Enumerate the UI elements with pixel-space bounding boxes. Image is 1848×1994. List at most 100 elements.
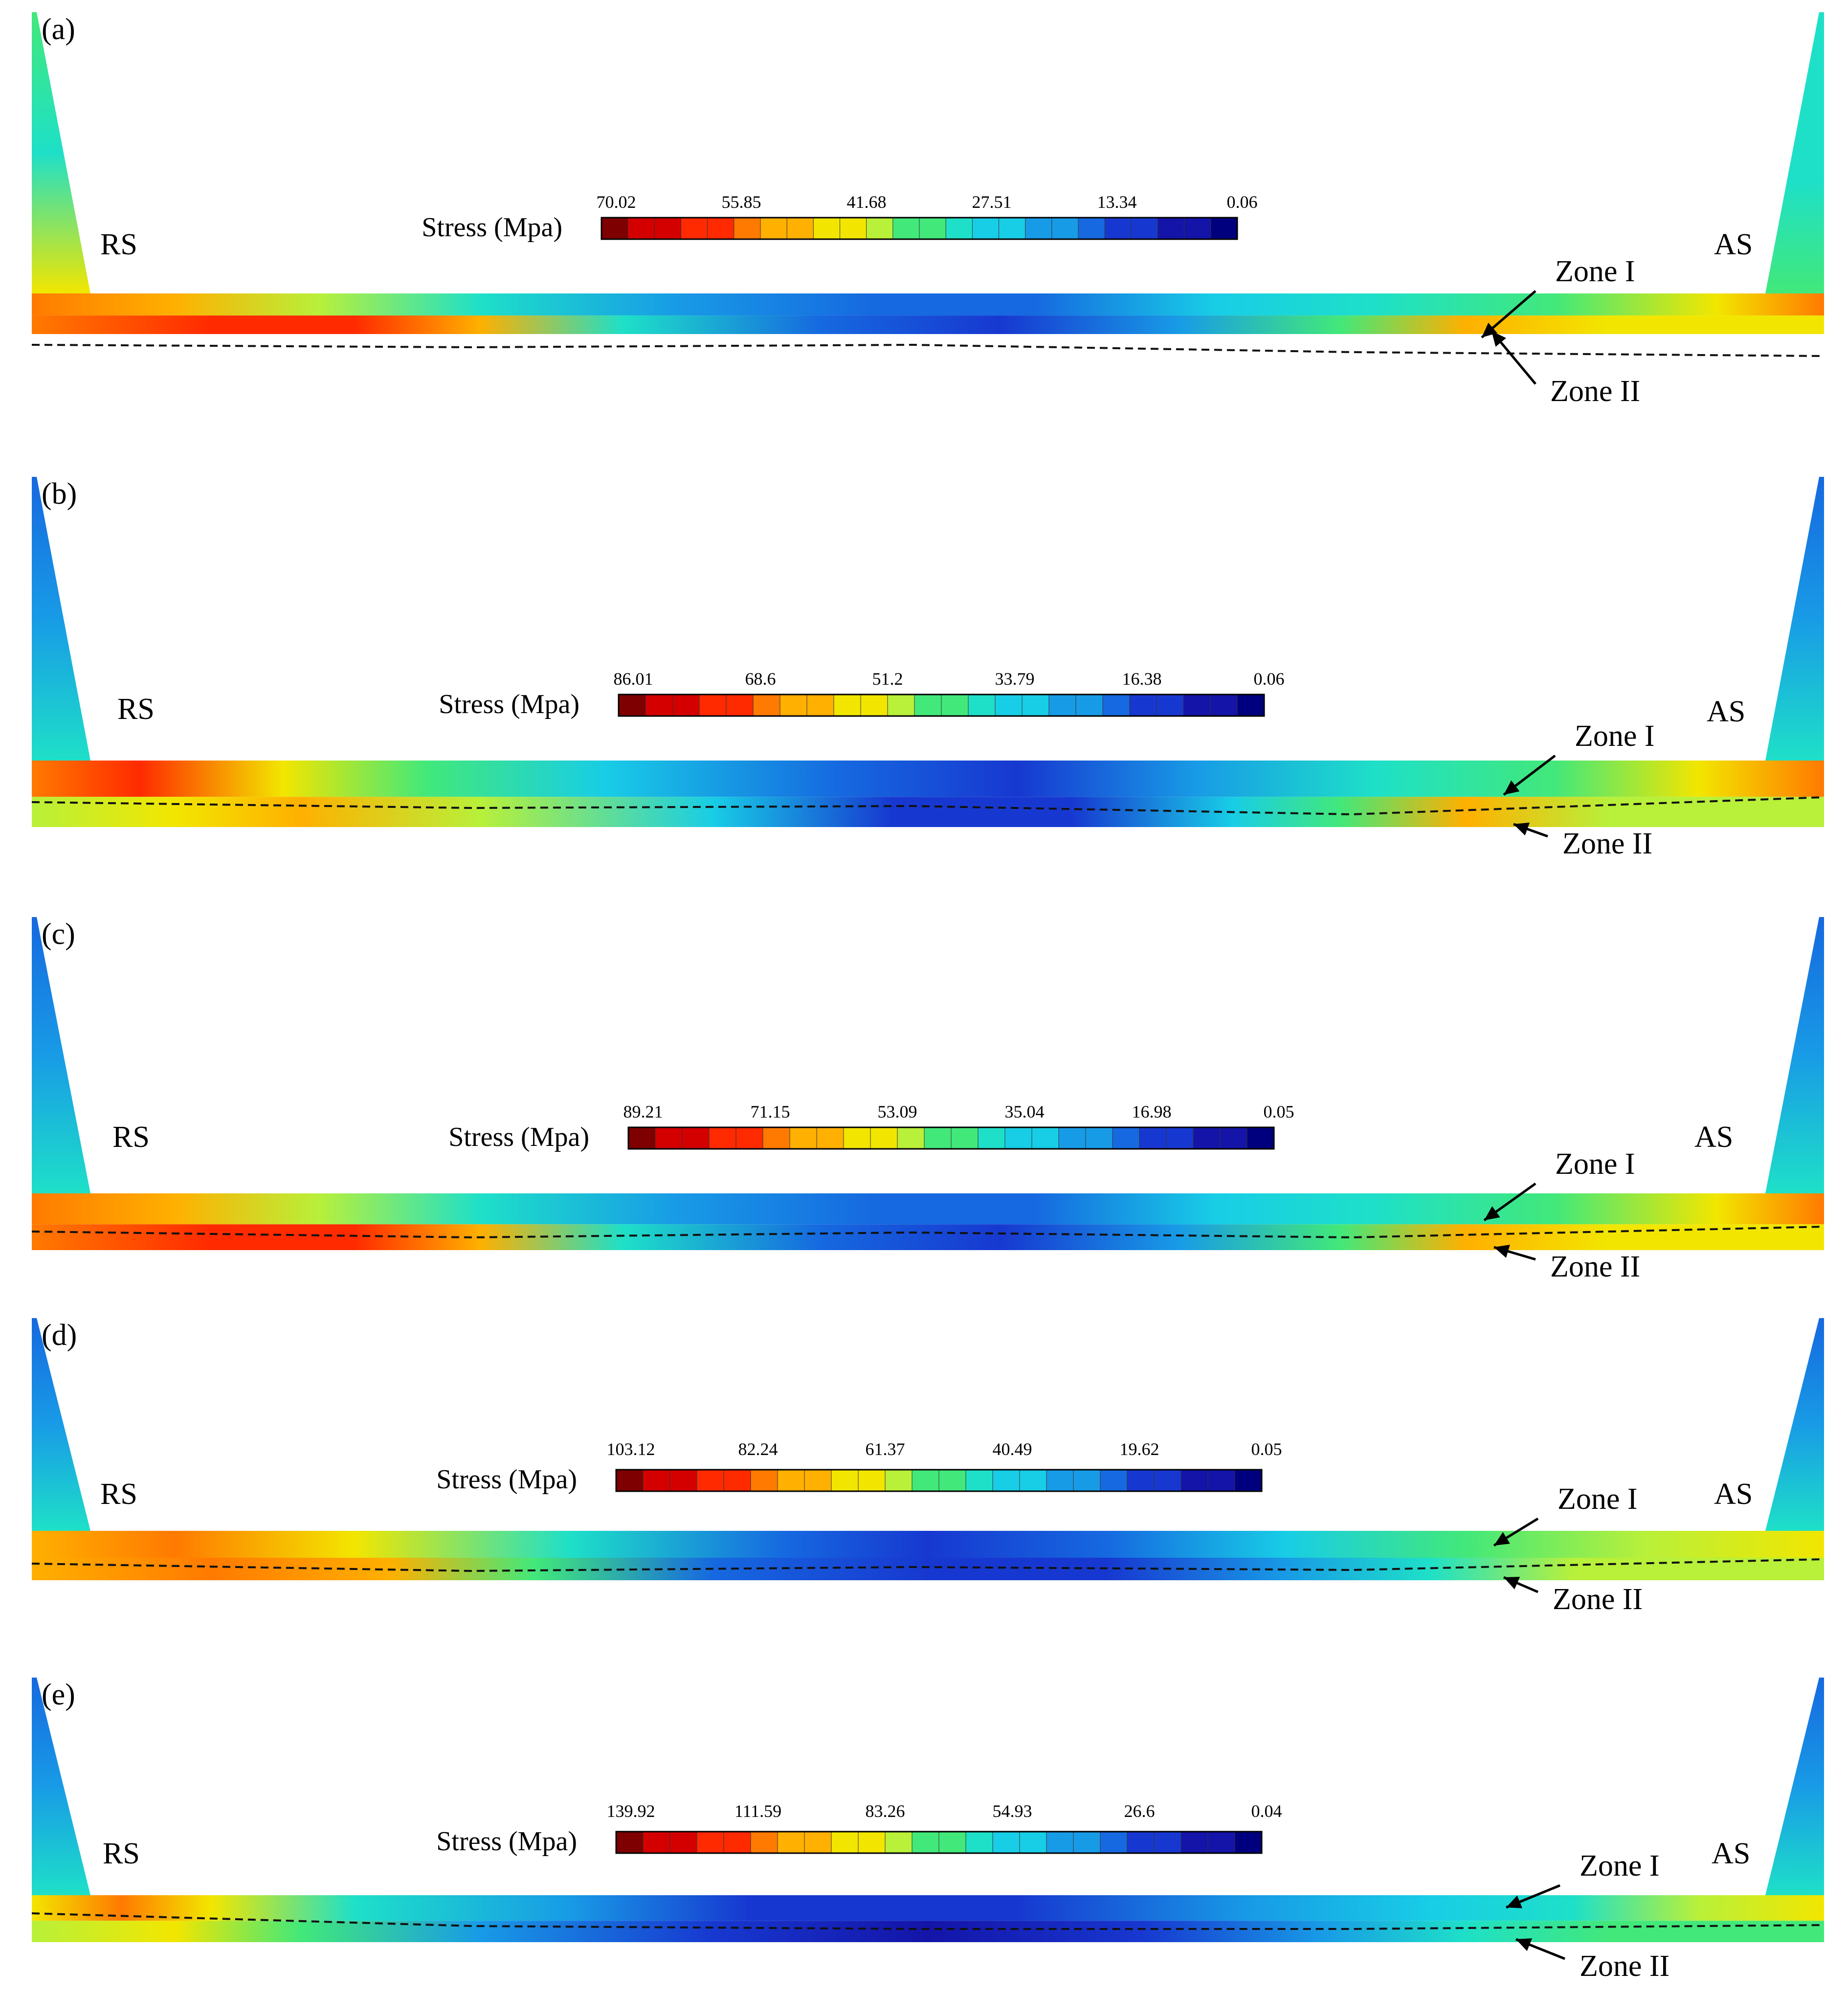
colorbar-tick-label: 13.34 [1097,192,1137,212]
left-wall-contour [32,477,90,761]
zone-i-arrowhead [1484,1206,1500,1220]
colorbar [618,694,1265,717]
colorbar-cell [1139,1127,1167,1149]
colorbar-cell [1046,1831,1074,1854]
left-wall-contour [32,1318,90,1531]
colorbar-cell [840,217,867,240]
right-wall-contour [1765,477,1824,761]
zone-ii-arrowhead [1514,822,1530,836]
colorbar-cell [1019,1469,1047,1492]
colorbar-tick-label: 27.51 [972,192,1012,212]
colorbar-cell [723,1831,751,1854]
colorbar-cell [858,1469,886,1492]
colorbar-frame [601,217,1238,240]
zone-ii-label: Zone II [1553,1583,1643,1616]
colorbar-tick-label: 83.26 [866,1801,905,1821]
colorbar-cell [672,694,700,717]
colorbar-cell [1207,1469,1235,1492]
right-wall-contour [1765,12,1824,293]
as-label: AS [1707,695,1745,728]
colorbar-cell [843,1127,871,1149]
colorbar-cell [912,1831,939,1854]
colorbar-cell [1100,1469,1128,1492]
right-wall-contour [1765,1318,1824,1531]
colorbar-cell [1207,1831,1235,1854]
colorbar-frame [615,1831,1263,1854]
colorbar-tick-label: 111.59 [735,1801,781,1821]
colorbar-cell [1237,694,1265,717]
colorbar-cell [1051,217,1079,240]
colorbar-cell [1180,1469,1208,1492]
colorbar-cell [1073,1831,1101,1854]
rs-label: RS [112,1120,150,1154]
colorbar-cell [999,217,1026,240]
colorbar-cell [734,217,761,240]
colorbar-tick-label: 53.09 [878,1102,917,1121]
panel-d: (d) RS AS Stress (Mpa) 103.12 82.24 61.37 40.49… [31,1318,1825,1616]
colorbar-cell [682,1127,710,1149]
zone-boundary-line [31,796,1825,816]
colorbar-cell [1210,217,1238,240]
colorbar [615,1469,1263,1492]
colorbar-cell [892,217,920,240]
rs-label: RS [117,693,155,726]
colorbar-tick-label: 86.01 [614,669,653,689]
colorbar-cell [870,1127,898,1149]
zone-boundary-line [31,1912,1825,1930]
colorbar-cell [1193,1127,1221,1149]
colorbar-cell [696,1469,724,1492]
colorbar-cell [735,1127,763,1149]
colorbar-cell [1048,694,1076,717]
zone-ii-arrowhead [1494,1245,1510,1258]
colorbar-cell [816,1127,844,1149]
colorbar-cell [627,217,655,240]
colorbar-tick-label: 61.37 [866,1439,905,1459]
panel-c: (c) RS AS Stress (Mpa) 89.21 71.15 53.09 35.04 1… [31,917,1825,1283]
colorbar [627,1126,1275,1150]
panel-b: (b) RS AS Stress (Mpa) 86.01 68.6 51.2 33.79 16.… [31,477,1825,860]
right-wall-contour [1765,1678,1824,1895]
colorbar-cell [858,1831,886,1854]
colorbar-cell [885,1469,913,1492]
colorbar-cell [1154,1469,1181,1492]
colorbar-cell [753,694,780,717]
colorbar-cell [655,1127,683,1149]
colorbar-cell [885,1831,913,1854]
colorbar-cell [1180,1831,1208,1854]
zone-ii-arrowhead [1504,1576,1520,1590]
zone-boundary-line [31,1558,1825,1572]
colorbar-tick-label: 0.05 [1264,1102,1294,1121]
colorbar-cell [965,1469,993,1492]
colorbar-cell [1156,694,1184,717]
colorbar [601,217,1238,240]
colorbar-cell [1112,1127,1140,1149]
colorbar-tick-label: 89.21 [623,1102,663,1121]
colorbar-cell [709,1127,736,1149]
panel-label: (e) [42,1678,75,1711]
colorbar-cell [965,1831,993,1854]
zone-ii-label: Zone II [1550,1250,1640,1283]
colorbar-cell [616,1831,644,1854]
colorbar-tick-label: 0.06 [1254,669,1285,689]
colorbar-cell [1129,694,1157,717]
as-label: AS [1712,1837,1750,1870]
colorbar-cell [643,1469,670,1492]
plate-upper-band [32,1531,1824,1558]
colorbar-cell [777,1469,805,1492]
zone-ii-label: Zone II [1580,1949,1670,1983]
zone-i-arrowhead [1504,780,1520,795]
colorbar-tick-label: 0.04 [1251,1801,1282,1821]
colorbar-cell [696,1831,724,1854]
colorbar-tick-label: 41.68 [847,192,887,212]
left-wall-contour [32,12,90,293]
colorbar-tick-label: 68.6 [745,669,776,689]
zone-i-arrowhead [1506,1895,1523,1908]
plate-upper-band [32,761,1824,797]
zone-i-label: Zone I [1580,1849,1660,1882]
colorbar-cell [726,694,754,717]
colorbar-cell [945,217,973,240]
colorbar-tick-label: 54.93 [993,1801,1032,1821]
colorbar-tick-label: 139.92 [607,1801,655,1821]
zone-ii-label: Zone II [1550,375,1640,408]
colorbar-cell [750,1469,778,1492]
